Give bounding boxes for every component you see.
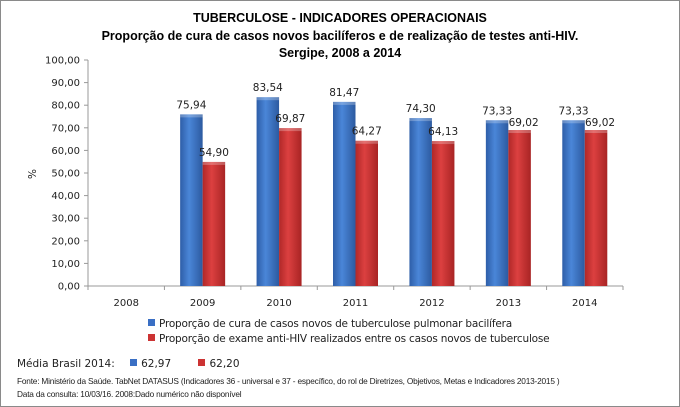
x-tick-label: 2011 xyxy=(343,298,368,309)
y-tick-label: 20,00 xyxy=(51,236,80,247)
x-tick-label: 2014 xyxy=(572,298,597,309)
bar-hiv xyxy=(584,130,608,286)
legend-swatch-blue xyxy=(148,319,155,326)
x-tick-label: 2013 xyxy=(496,298,521,309)
bar-cura-highlight xyxy=(485,120,509,124)
bar-cura xyxy=(485,120,509,286)
bar-hiv xyxy=(355,140,378,286)
media-brasil: Média Brasil 2014: 62,97 62,20 xyxy=(17,358,240,370)
y-tick-label: 70,00 xyxy=(51,123,80,134)
y-tick-label: 90,00 xyxy=(51,78,80,89)
bar-hiv xyxy=(508,130,531,286)
x-tick-label: 2009 xyxy=(190,298,215,309)
y-tick-label: 40,00 xyxy=(51,191,80,202)
data-label: 64,27 xyxy=(352,126,382,138)
y-tick-label: 80,00 xyxy=(51,101,80,112)
bar-hiv-highlight xyxy=(431,141,455,145)
data-label: 83,54 xyxy=(253,82,283,94)
legend-item-cura: Proporção de cura de casos novos de tube… xyxy=(148,318,512,330)
bar-cura xyxy=(409,118,432,286)
legend-label-cura: Proporção de cura de casos novos de tube… xyxy=(159,318,512,330)
media-brasil-label: Média Brasil 2014: xyxy=(17,358,115,370)
bar-cura xyxy=(256,97,280,286)
data-label: 69,87 xyxy=(275,113,305,125)
y-tick-label: 50,00 xyxy=(51,169,80,180)
data-label: 69,02 xyxy=(509,117,539,129)
data-label: 69,02 xyxy=(585,117,615,129)
y-axis-label: % xyxy=(27,169,39,179)
legend-label-hiv: Proporção de exame anti-HIV realizados e… xyxy=(159,333,550,345)
bar-hiv xyxy=(202,161,226,286)
bar-hiv-highlight xyxy=(584,130,608,134)
data-labels: 75,94 83,54 81,47 74,30 73,33 73,33 54,90 69,87… xyxy=(176,82,615,159)
data-label: 64,13 xyxy=(428,126,458,138)
y-tick-label: 60,00 xyxy=(51,146,80,157)
x-tick-label: 2008 xyxy=(113,298,138,309)
bar-cura xyxy=(180,114,203,286)
media-red-value: 62,20 xyxy=(209,358,240,370)
footer-source: Fonte: Ministério da Saúde. TabNet DATAS… xyxy=(17,376,560,386)
data-label: 54,90 xyxy=(199,147,229,159)
bar-hiv-highlight xyxy=(202,161,226,165)
bar-cura-highlight xyxy=(333,101,356,105)
media-swatch-red xyxy=(198,359,206,366)
bar-cura-highlight xyxy=(180,114,203,118)
y-tick-label: 100,00 xyxy=(45,56,80,67)
y-tick-label: 10,00 xyxy=(51,259,80,270)
bar-hiv-highlight xyxy=(508,130,531,134)
chart-subtitle-2: Sergipe, 2008 a 2014 xyxy=(278,46,402,60)
data-label: 74,30 xyxy=(406,103,436,115)
bar-hiv-highlight xyxy=(355,140,378,144)
bar-hiv xyxy=(431,141,455,286)
data-label: 81,47 xyxy=(329,87,359,99)
x-tick-label: 2012 xyxy=(419,298,444,309)
bar-cura xyxy=(333,101,356,286)
x-tick-label: 2010 xyxy=(266,298,291,309)
bar-hiv xyxy=(279,128,302,286)
media-blue-value: 62,97 xyxy=(141,358,172,370)
x-axis: 2008 2009 2010 2011 2012 2013 2014 xyxy=(87,285,624,309)
legend-swatch-red xyxy=(148,334,155,341)
data-label: 73,33 xyxy=(482,105,512,117)
chart-subtitle: Proporção de cura de casos novos bacilíf… xyxy=(101,29,579,43)
chart-title: TUBERCULOSE - INDICADORES OPERACIONAIS xyxy=(193,11,487,25)
media-swatch-blue xyxy=(130,359,138,366)
y-tick-label: 30,00 xyxy=(51,214,80,225)
data-label: 73,33 xyxy=(559,105,589,117)
y-axis: 0,00 10,00 20,00 30,00 40,00 50,00 60,00 70,00 8… xyxy=(45,56,89,293)
bar-cura-highlight xyxy=(562,120,585,124)
bar-cura-highlight xyxy=(256,97,280,101)
data-label: 75,94 xyxy=(176,99,206,111)
footer-date: Data da consulta: 10/03/16. 2008:Dado nu… xyxy=(17,389,242,399)
bar-hiv-highlight xyxy=(279,128,302,132)
legend-item-hiv: Proporção de exame anti-HIV realizados e… xyxy=(148,333,550,345)
bar-cura-highlight xyxy=(409,118,432,122)
bars xyxy=(180,97,608,286)
bar-cura xyxy=(562,120,585,286)
y-tick-label: 0,00 xyxy=(58,282,80,293)
